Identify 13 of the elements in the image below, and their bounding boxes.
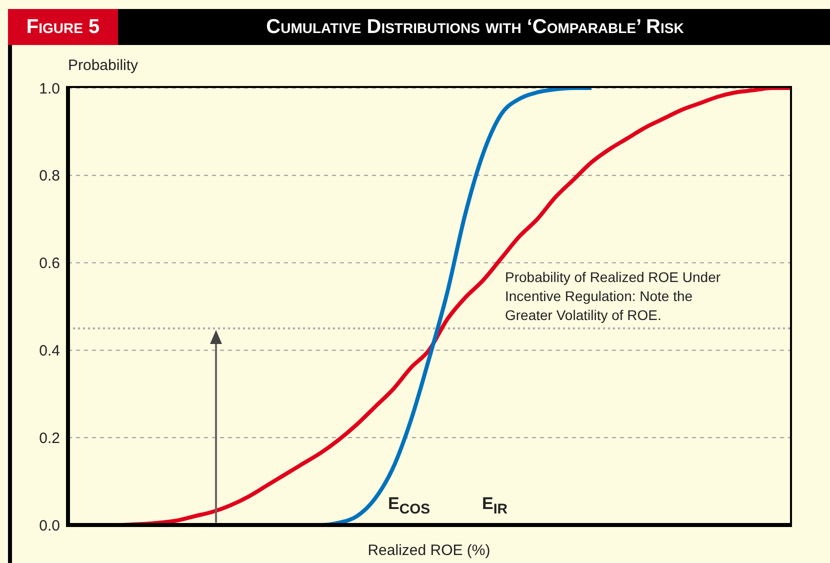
y-tick-label: 0.4 [39,342,60,360]
annotation: Probability of Realized ROE Under Incentive Regulation: Note the Greater Volatility of ROE. [505,268,722,325]
annotation: E$_{COS}$ [388,494,432,520]
y-tick-label: 0.8 [39,168,60,185]
y-tick-label: 1.0 [39,80,60,98]
annotation: E$_{IR}$ [482,494,508,520]
x-axis-title: Realized ROE (%) [368,542,490,559]
chart-subtitle: Figure 5 [8,9,118,45]
y-tick-label: 0.2 [39,430,60,447]
y-tick-label: 0.6 [39,255,60,272]
y-tick-label: 0.0 [39,517,60,534]
y-axis-title: Probability [68,57,138,74]
chart-title: Cumulative Distributions with ‘Comparable’ Risk [265,14,685,40]
